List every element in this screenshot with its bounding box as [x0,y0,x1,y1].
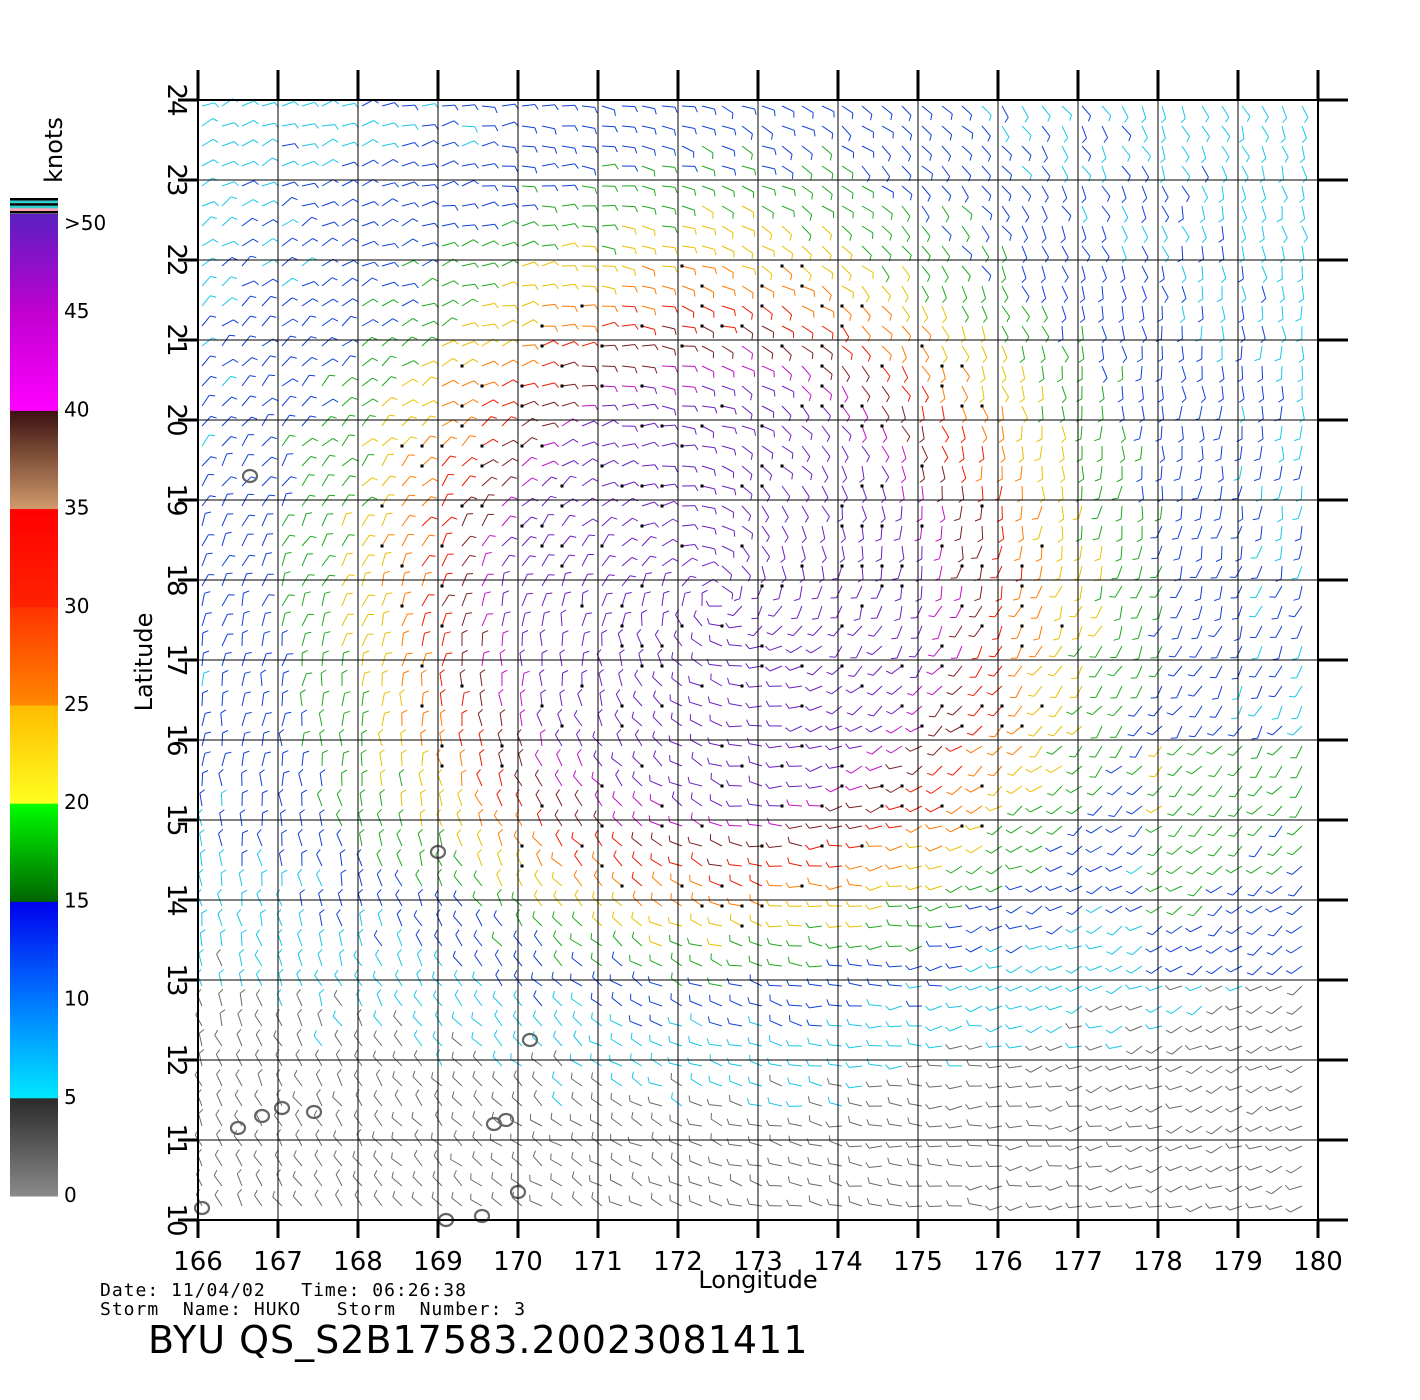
colorbar-stripe [10,203,58,206]
island-outline [497,1112,515,1128]
latitude-tick-label: 19 [161,483,191,516]
longitude-tick-label: 168 [333,1247,383,1277]
island-outline [229,1120,247,1136]
latitude-tick-label: 15 [161,803,191,836]
colorbar-label: 25 [64,692,89,716]
island-outline [193,1200,211,1216]
wind-vectors [194,98,1309,1213]
latitude-tick-label: 13 [161,963,191,996]
longitude-tick-label: 175 [893,1247,943,1277]
island-outline [253,1108,271,1124]
longitude-tick-label: 169 [413,1247,463,1277]
latitude-tick-label: 21 [161,323,191,356]
colorbar-label: 15 [64,888,89,912]
map-frame [197,99,1319,1221]
file-name: BYU QS_S2B17583.20023081411 [148,1318,809,1362]
colorbar-stripe [10,211,58,214]
y-axis-label: Latitude [130,613,158,712]
lat-lon-grid [178,70,1348,1238]
colorbar-segment [10,1097,58,1197]
colorbar-label: 20 [64,790,89,814]
latitude-tick-label: 24 [161,83,191,116]
colorbar-segment [10,606,58,706]
latitude-tick-label: 20 [161,403,191,436]
latitude-tick-label: 16 [161,723,191,756]
latitude-tick-label: 18 [161,563,191,596]
island-outline [273,1100,291,1116]
island-outline [521,1032,539,1048]
island-outline [305,1104,323,1120]
colorbar-segment [10,803,58,902]
islands [193,468,539,1228]
longitude-tick-label: 177 [1053,1247,1103,1277]
longitude-tick-label: 171 [573,1247,623,1277]
island-outline [241,468,259,484]
colorbar-segment [10,312,58,411]
storm-info-line: Storm Name: HUKO Storm Number: 3 [100,1299,527,1320]
island-outline [473,1208,491,1224]
latitude-tick-label: 17 [161,643,191,676]
colorbar-segment [10,410,58,510]
colorbar-stripe [10,200,58,204]
date-time-line: Date: 11/04/02 Time: 06:26:38 [100,1280,467,1301]
colorbar-labels: 0 5 10 15 20 25 30 35 40 45 >50 [64,211,106,1207]
colorbar-unit-label: knots [40,117,68,183]
colorbar-label: 40 [64,397,89,421]
latitude-tick-label: 11 [161,1123,191,1156]
longitude-tick-label: 173 [733,1247,783,1277]
latitude-tick-label: 23 [161,163,191,196]
colorbar-segment [10,705,58,804]
colorbar-label: 5 [64,1085,77,1109]
colorbar-segment [10,999,58,1099]
longitude-tick-label: 176 [973,1247,1023,1277]
colorbar-label: 10 [64,987,89,1011]
colorbar-label: >50 [64,211,106,235]
latitude-tick-labels: 10 11 12 13 14 15 16 17 18 19 20 21 22 23 24 [161,83,191,1236]
colorbar-segment [10,508,58,608]
colorbar-stripe [10,208,58,211]
longitude-tick-label: 180 [1293,1247,1343,1277]
longitude-tick-label: 179 [1213,1247,1263,1277]
colorbar-segment [10,901,58,1001]
x-axis-label: Longitude [698,1266,817,1294]
longitude-tick-label: 174 [813,1247,863,1277]
latitude-tick-label: 22 [161,243,191,276]
colorbar [10,198,58,1197]
latitude-tick-label: 14 [161,883,191,916]
colorbar-stripe [10,205,58,209]
longitude-tick-labels: 166 167 168 169 170 171 172 173 174 175 176 177 178 1… [173,1247,1343,1277]
longitude-tick-label: 170 [493,1247,543,1277]
latitude-tick-label: 10 [161,1203,191,1236]
longitude-tick-label: 178 [1133,1247,1183,1277]
colorbar-stripe [10,198,58,201]
longitude-tick-label: 167 [253,1247,303,1277]
colorbar-label: 35 [64,496,89,520]
colorbar-label: 0 [64,1183,77,1207]
colorbar-label: 45 [64,299,89,323]
colorbar-segment [10,214,58,313]
latitude-tick-label: 12 [161,1043,191,1076]
longitude-tick-label: 172 [653,1247,703,1277]
longitude-tick-label: 166 [173,1247,223,1277]
colorbar-label: 30 [64,594,89,618]
